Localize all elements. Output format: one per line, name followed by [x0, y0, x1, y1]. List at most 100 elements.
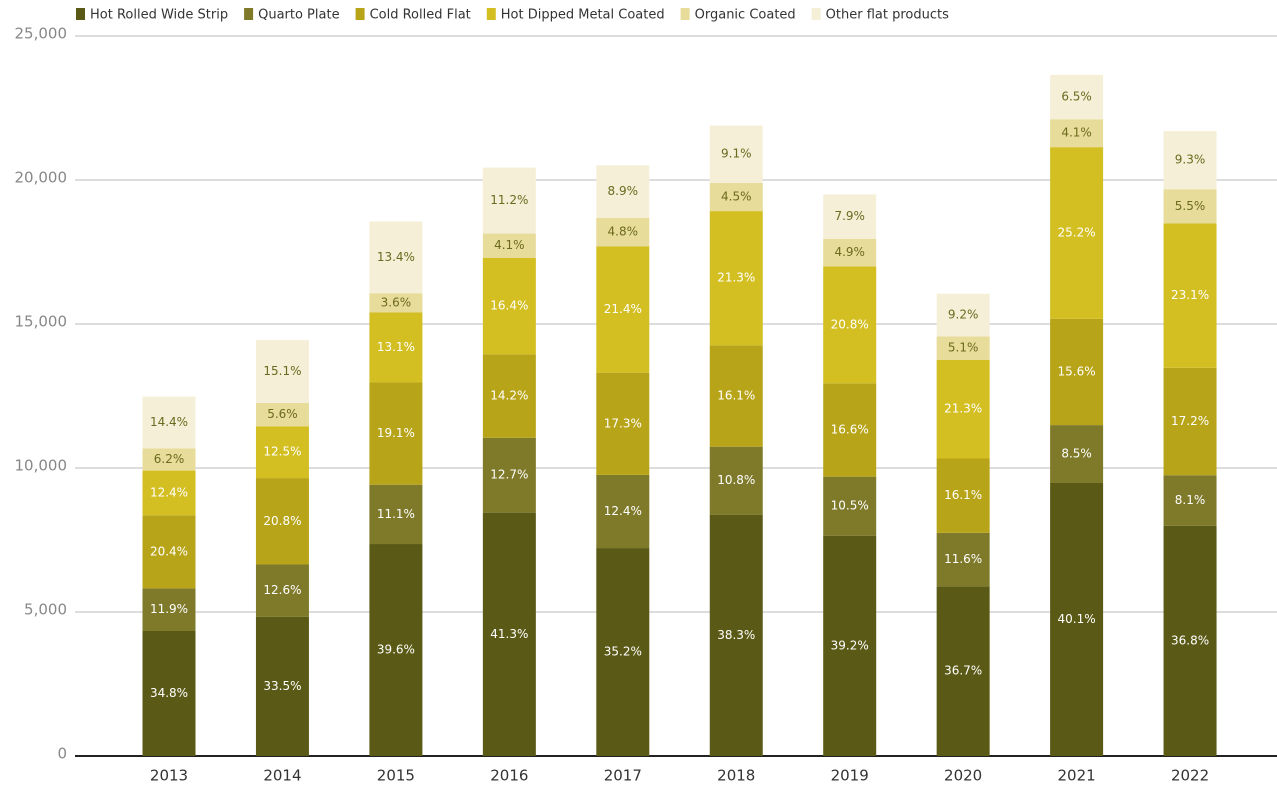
- legend-swatch: [680, 8, 690, 20]
- bar-segment: [1163, 189, 1217, 224]
- segment-label: 15.1%: [263, 364, 301, 378]
- legend-label: Organic Coated: [695, 8, 796, 23]
- segment-label: 16.1%: [944, 488, 982, 502]
- segment-label: 14.4%: [150, 415, 188, 429]
- bar-segment: [1050, 425, 1104, 483]
- bar-segment: [142, 470, 196, 516]
- legend-label: Hot Dipped Metal Coated: [501, 8, 665, 23]
- bar-segment: [709, 182, 763, 212]
- bar-segment: [823, 238, 877, 267]
- bar-segment: [709, 514, 763, 756]
- bar-segment: [936, 336, 990, 360]
- segment-label: 39.2%: [831, 638, 869, 652]
- y-tick-label: 5,000: [24, 601, 67, 619]
- segment-label: 15.6%: [1058, 364, 1096, 378]
- segment-label: 20.8%: [831, 317, 869, 331]
- bar-segment: [596, 548, 650, 756]
- segment-label: 23.1%: [1171, 288, 1209, 302]
- segment-label: 11.6%: [944, 552, 982, 566]
- bar-segment: [255, 402, 309, 427]
- bar-segment: [709, 125, 763, 183]
- segment-label: 5.6%: [267, 407, 298, 421]
- segment-label: 8.9%: [608, 184, 639, 198]
- segment-label: 17.2%: [1171, 414, 1209, 428]
- segment-label: 12.6%: [263, 583, 301, 597]
- segment-label: 12.5%: [263, 445, 301, 459]
- segment-label: 36.7%: [944, 664, 982, 678]
- segment-label: 11.2%: [490, 193, 528, 207]
- segment-label: 40.1%: [1058, 612, 1096, 626]
- bar-segment: [142, 448, 196, 471]
- bar-segment: [709, 345, 763, 447]
- bar-segment: [709, 211, 763, 346]
- bar-segment: [482, 233, 536, 258]
- x-tick-label: 2015: [377, 767, 415, 785]
- legend-label: Other flat products: [826, 8, 949, 23]
- segment-label: 8.5%: [1061, 447, 1092, 461]
- segment-label: 9.3%: [1175, 153, 1206, 167]
- y-tick-label: 20,000: [15, 169, 68, 187]
- segment-label: 11.1%: [377, 507, 415, 521]
- segment-label: 4.8%: [608, 225, 639, 239]
- segment-label: 20.8%: [263, 514, 301, 528]
- y-tick-label: 0: [57, 745, 67, 763]
- y-tick-label: 15,000: [15, 313, 68, 331]
- segment-label: 20.4%: [150, 544, 188, 558]
- bar-segment: [596, 165, 650, 219]
- bar-segment: [482, 257, 536, 355]
- x-tick-label: 2014: [263, 767, 301, 785]
- x-tick-label: 2017: [604, 767, 642, 785]
- bar-segment: [823, 194, 877, 239]
- segment-label: 38.3%: [717, 628, 755, 642]
- bar-segment: [369, 544, 423, 756]
- bar-segment: [1050, 147, 1104, 319]
- segment-label: 12.7%: [490, 468, 528, 482]
- segment-label: 12.4%: [150, 485, 188, 499]
- segment-label: 39.6%: [377, 643, 415, 657]
- bar-segment: [823, 266, 877, 384]
- segment-label: 21.4%: [604, 302, 642, 316]
- segment-label: 4.1%: [1061, 126, 1092, 140]
- segment-label: 35.2%: [604, 645, 642, 659]
- legend-label: Cold Rolled Flat: [370, 8, 471, 23]
- segment-label: 36.8%: [1171, 633, 1209, 647]
- legend-swatch: [811, 8, 821, 20]
- bar-segment: [1163, 367, 1217, 476]
- segment-label: 10.8%: [717, 473, 755, 487]
- y-tick-label: 10,000: [15, 457, 68, 475]
- segment-label: 10.5%: [831, 499, 869, 513]
- segment-label: 5.1%: [948, 341, 979, 355]
- bar-segment: [142, 515, 196, 589]
- bar-segment: [1050, 74, 1104, 120]
- segment-label: 8.1%: [1175, 493, 1206, 507]
- bar-segment: [1163, 131, 1217, 190]
- legend-swatch: [486, 8, 496, 20]
- bar-segment: [255, 564, 309, 617]
- x-tick-label: 2019: [831, 767, 869, 785]
- bar-segment: [936, 458, 990, 533]
- bar-segment: [255, 340, 309, 403]
- bar-segment: [369, 312, 423, 383]
- x-tick-label: 2013: [150, 767, 188, 785]
- segment-label: 16.6%: [831, 422, 869, 436]
- segment-label: 21.3%: [717, 271, 755, 285]
- segment-label: 17.3%: [604, 416, 642, 430]
- segment-label: 3.6%: [381, 295, 412, 309]
- segment-label: 41.3%: [490, 627, 528, 641]
- bar-segment: [1163, 475, 1217, 526]
- segment-label: 16.4%: [490, 299, 528, 313]
- segment-label: 21.3%: [944, 402, 982, 416]
- bar-segment: [482, 437, 536, 513]
- bar-segment: [596, 474, 650, 549]
- segment-label: 13.4%: [377, 250, 415, 264]
- segment-label: 11.9%: [150, 602, 188, 616]
- bar-segment: [936, 586, 990, 756]
- segment-label: 6.5%: [1061, 90, 1092, 104]
- x-tick-label: 2018: [717, 767, 755, 785]
- bar-segment: [823, 476, 877, 536]
- segment-label: 9.2%: [948, 308, 979, 322]
- x-tick-label: 2020: [944, 767, 982, 785]
- segment-label: 4.1%: [494, 238, 525, 252]
- y-tick-label: 25,000: [15, 25, 68, 43]
- bar-segment: [1163, 525, 1217, 756]
